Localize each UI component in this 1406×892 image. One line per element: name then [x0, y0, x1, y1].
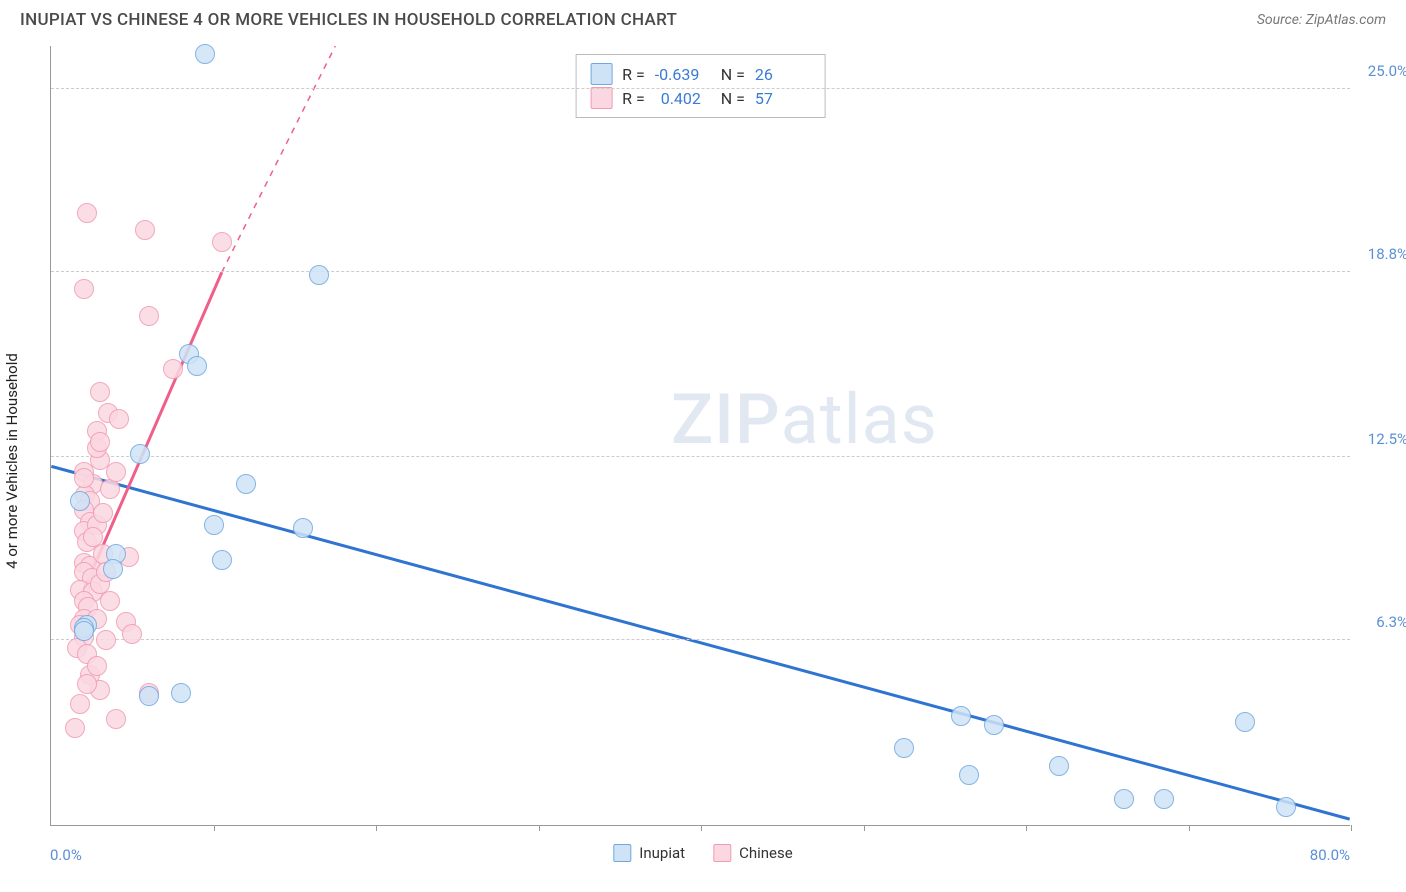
point-inupiat [959, 765, 979, 785]
point-inupiat [171, 683, 191, 703]
gridline [51, 271, 1350, 272]
point-chinese [83, 527, 103, 547]
point-chinese [106, 709, 126, 729]
swatch-sm-chinese [713, 844, 731, 862]
point-chinese [90, 382, 110, 402]
x-tick [1026, 825, 1027, 831]
r-label: R = [622, 89, 645, 108]
chart-title: INUPIAT VS CHINESE 4 OR MORE VEHICLES IN… [20, 10, 677, 30]
point-inupiat [236, 474, 256, 494]
x-max-label: 80.0% [1310, 846, 1350, 864]
point-chinese [212, 232, 232, 252]
watermark: ZIPatlas [671, 379, 938, 461]
y-tick-label: 6.3% [1376, 613, 1406, 631]
watermark-atlas: atlas [781, 379, 938, 461]
point-inupiat [139, 686, 159, 706]
point-inupiat [70, 491, 90, 511]
point-inupiat [1114, 789, 1134, 809]
point-chinese [96, 630, 116, 650]
y-tick-label: 25.0% [1368, 62, 1406, 80]
chart-area: 4 or more Vehicles in Household ZIPatlas… [0, 36, 1406, 886]
gridline [51, 456, 1350, 457]
point-chinese [74, 468, 94, 488]
correlation-legend: R = -0.639 N = 26 R = 0.402 N = 57 [575, 54, 826, 118]
point-chinese [77, 203, 97, 223]
point-chinese [106, 462, 126, 482]
y-tick-label: 12.5% [1368, 430, 1406, 448]
x-tick [864, 825, 865, 831]
n-value-chinese: 57 [755, 89, 811, 108]
legend-item-inupiat: Inupiat [613, 844, 685, 862]
series-label-chinese: Chinese [739, 844, 793, 862]
gridline [51, 88, 1350, 89]
point-chinese [122, 624, 142, 644]
point-inupiat [309, 265, 329, 285]
y-tick-label: 18.8% [1368, 245, 1406, 263]
point-chinese [163, 359, 183, 379]
series-legend: Inupiat Chinese [613, 844, 792, 862]
header: INUPIAT VS CHINESE 4 OR MORE VEHICLES IN… [0, 0, 1406, 36]
point-chinese [139, 306, 159, 326]
point-chinese [100, 591, 120, 611]
point-inupiat [187, 356, 207, 376]
point-inupiat [894, 738, 914, 758]
point-chinese [87, 656, 107, 676]
swatch-sm-inupiat [613, 844, 631, 862]
point-chinese [77, 674, 97, 694]
trend-line [51, 466, 1349, 819]
trend-lines-svg [51, 46, 1350, 825]
point-inupiat [74, 621, 94, 641]
point-inupiat [1276, 797, 1296, 817]
point-inupiat [1154, 789, 1174, 809]
x-tick [701, 825, 702, 831]
x-tick [214, 825, 215, 831]
y-axis-label: 4 or more Vehicles in Household [3, 353, 21, 569]
n-label: N = [721, 65, 745, 84]
legend-item-chinese: Chinese [713, 844, 793, 862]
point-chinese [93, 503, 113, 523]
swatch-chinese [590, 87, 612, 109]
plot-region: ZIPatlas R = -0.639 N = 26 R = 0.402 N =… [50, 46, 1350, 826]
point-inupiat [984, 715, 1004, 735]
point-inupiat [130, 444, 150, 464]
point-chinese [70, 694, 90, 714]
source-label: Source: ZipAtlas.com [1257, 12, 1386, 28]
series-label-inupiat: Inupiat [639, 844, 685, 862]
point-inupiat [951, 706, 971, 726]
r-label: R = [622, 65, 645, 84]
point-inupiat [204, 515, 224, 535]
point-chinese [135, 220, 155, 240]
point-chinese [90, 432, 110, 452]
point-inupiat [195, 44, 215, 64]
x-tick [1189, 825, 1190, 831]
x-min-label: 0.0% [50, 846, 82, 864]
point-chinese [74, 279, 94, 299]
legend-row-inupiat: R = -0.639 N = 26 [590, 63, 811, 85]
gridline [51, 639, 1350, 640]
legend-row-chinese: R = 0.402 N = 57 [590, 87, 811, 109]
point-inupiat [212, 550, 232, 570]
swatch-inupiat [590, 63, 612, 85]
point-inupiat [293, 518, 313, 538]
point-inupiat [1049, 756, 1069, 776]
x-tick [376, 825, 377, 831]
point-inupiat [1235, 712, 1255, 732]
trend-line [222, 46, 336, 272]
x-tick [539, 825, 540, 831]
x-tick [1351, 825, 1352, 831]
point-chinese [100, 479, 120, 499]
point-inupiat [103, 559, 123, 579]
n-value-inupiat: 26 [755, 65, 811, 84]
point-chinese [109, 409, 129, 429]
r-value-inupiat: -0.639 [655, 65, 711, 84]
watermark-zip: ZIP [671, 379, 781, 461]
r-value-chinese: 0.402 [655, 89, 711, 108]
n-label: N = [721, 89, 745, 108]
point-chinese [65, 718, 85, 738]
